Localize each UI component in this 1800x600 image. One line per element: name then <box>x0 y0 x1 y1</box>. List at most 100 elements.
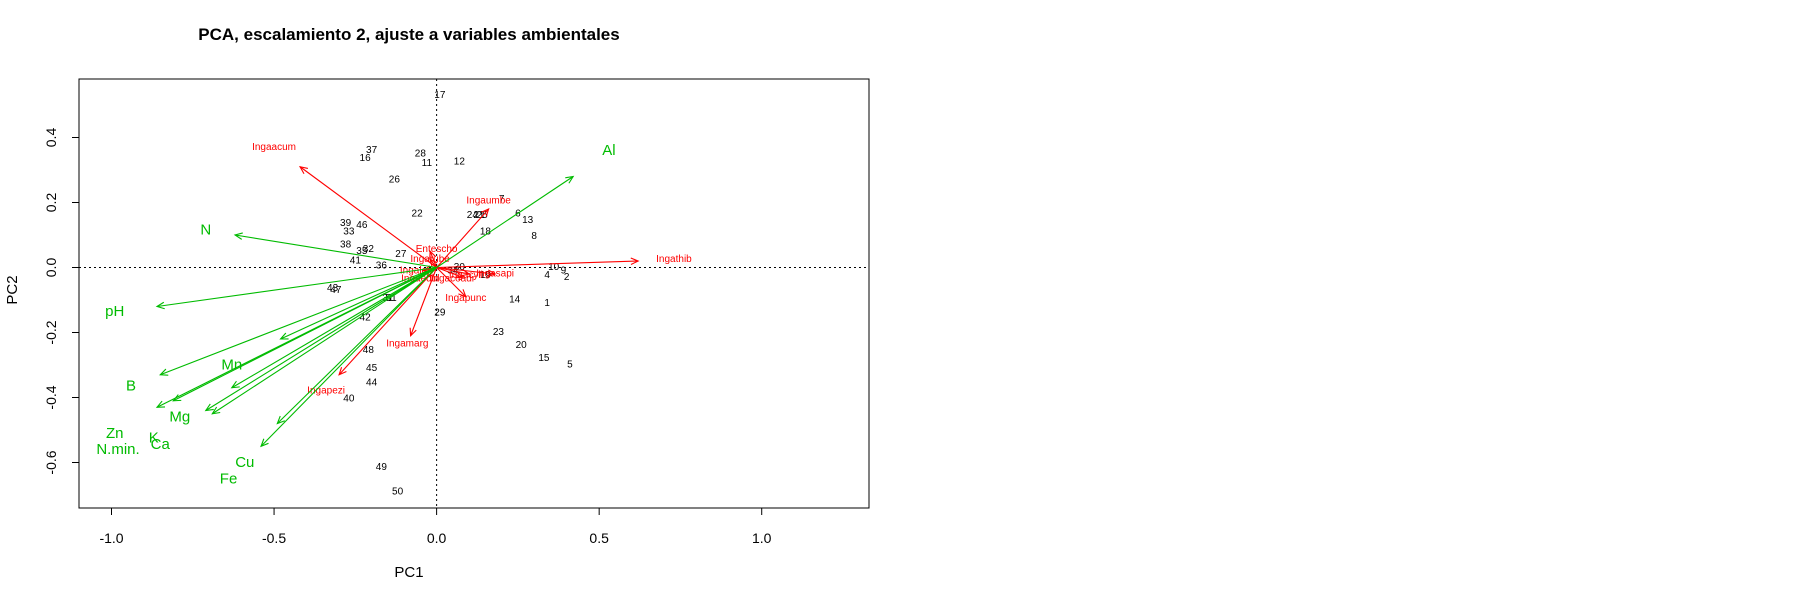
species-label: Ingaumbe <box>466 195 511 206</box>
site-label: 37 <box>366 145 378 156</box>
species-arrow-head <box>338 366 347 376</box>
y-tick-label: -0.4 <box>43 385 59 409</box>
site-label: 45 <box>366 363 378 374</box>
species-label: Ingapunc <box>445 293 486 304</box>
site-label: 8 <box>531 231 537 242</box>
site-label: 22 <box>412 208 424 219</box>
site-label: 49 <box>376 462 388 473</box>
species-arrow-head <box>461 268 471 277</box>
species-arrow-head <box>429 258 438 268</box>
env-label: Mg <box>169 409 190 426</box>
site-label: 1 <box>544 298 550 309</box>
species-label: Ingarube <box>410 254 450 265</box>
species-arrow <box>436 266 470 275</box>
species-label: Ingaedul <box>401 273 439 284</box>
x-tick-label: 1.0 <box>752 530 772 546</box>
site-label: 38 <box>340 239 352 250</box>
site-label: 51 <box>386 293 398 304</box>
env-arrow-head <box>276 415 286 425</box>
species-label: Ingaacum <box>252 142 296 153</box>
site-label: 28 <box>415 148 427 159</box>
species-label: Ingamarg <box>386 338 428 349</box>
env-arrow <box>205 267 437 411</box>
env-arrow <box>211 267 437 415</box>
site-label: 29 <box>434 308 446 319</box>
species-arrow-head <box>298 165 309 174</box>
y-tick-label: -0.6 <box>43 450 59 474</box>
env-label: N.min. <box>96 441 139 458</box>
species-label: Ingapezi <box>307 386 345 397</box>
site-label: 17 <box>434 90 446 101</box>
env-arrow-head <box>279 332 289 340</box>
env-arrow <box>234 234 437 269</box>
site-label: 43 <box>327 283 339 294</box>
site-label: 18 <box>480 226 492 237</box>
env-arrow <box>260 267 438 447</box>
x-tick-label: 0.5 <box>589 530 609 546</box>
x-tick-label: -1.0 <box>99 530 123 546</box>
env-arrow-head <box>155 301 165 310</box>
env-arrow-head <box>211 406 221 415</box>
site-label: 27 <box>395 249 407 260</box>
species-arrow <box>436 208 490 268</box>
species-arrow-head <box>429 249 437 260</box>
site-label: 41 <box>350 256 362 267</box>
y-tick-label: -0.2 <box>43 320 59 344</box>
site-label: 47 <box>330 285 342 296</box>
env-label: Zn <box>106 425 124 442</box>
species-label: Ingacyli <box>449 270 483 281</box>
site-label: 39 <box>340 218 352 229</box>
site-label: 12 <box>454 156 466 167</box>
site-label: 44 <box>366 377 378 388</box>
env-label: Ca <box>151 436 171 453</box>
site-label: 6 <box>515 208 521 219</box>
y-tick-label: 0.0 <box>43 258 59 278</box>
site-label: 20 <box>516 340 528 351</box>
env-arrow <box>276 267 437 424</box>
site-label: 5 <box>567 360 573 371</box>
env-arrow <box>173 267 437 402</box>
env-arrow <box>436 176 574 268</box>
site-label: 11 <box>422 158 433 169</box>
chart-title: PCA, escalamiento 2, ajuste a variables … <box>198 25 619 44</box>
species-arrow <box>429 251 438 268</box>
env-arrow-head <box>565 175 575 184</box>
site-label: 35 <box>356 246 368 257</box>
site-label: 36 <box>376 260 388 271</box>
species-arrow <box>436 260 639 269</box>
site-label: 7 <box>499 194 505 205</box>
site-label: 4 <box>544 270 550 281</box>
species-label: Ingathib <box>656 254 692 265</box>
site-label: 14 <box>509 295 521 306</box>
site-label: 30 <box>454 262 466 273</box>
plot-frame <box>78 78 870 509</box>
species-arrow-head <box>481 207 490 217</box>
env-arrow <box>280 266 437 340</box>
species-arrow <box>436 266 463 278</box>
env-arrow-head <box>233 232 243 240</box>
site-label: 50 <box>392 486 404 497</box>
site-label: 21 <box>473 210 485 221</box>
env-label: Cu <box>235 454 254 471</box>
env-arrow-head <box>204 403 214 412</box>
site-label: 40 <box>343 394 355 405</box>
species-arrow <box>436 266 496 275</box>
env-label: pH <box>105 303 124 320</box>
site-label: 16 <box>360 153 372 164</box>
env-arrow-head <box>260 438 269 448</box>
env-label: Mn <box>221 357 242 374</box>
env-label: Fe <box>220 470 238 487</box>
species-label: Ingasapi <box>476 269 514 280</box>
species-arrow-head <box>454 271 464 279</box>
env-label: Al <box>602 142 615 159</box>
env-label: N <box>200 222 211 239</box>
env-label: K <box>149 430 159 447</box>
site-label: 48 <box>363 345 375 356</box>
site-label: 42 <box>360 312 372 323</box>
y-tick-label: 0.2 <box>43 193 59 213</box>
species-arrow <box>429 259 438 268</box>
site-label: 26 <box>389 174 401 185</box>
env-label: B <box>126 378 136 395</box>
site-label: 24 <box>467 210 479 221</box>
